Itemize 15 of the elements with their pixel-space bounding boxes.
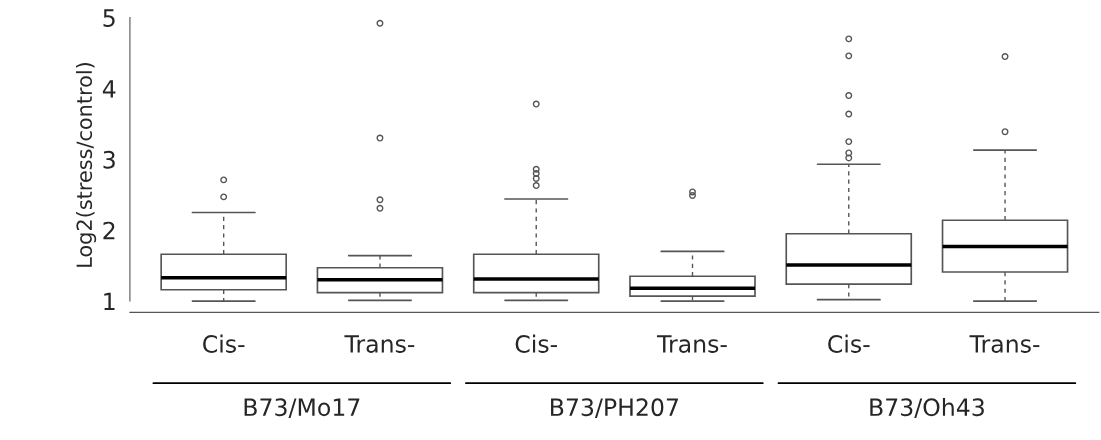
text: B73/PH207 (551, 398, 678, 419)
text: B73/Oh43 (870, 397, 984, 419)
y-axis-title: Log2(stress/control) (75, 62, 97, 267)
x-tick-label: Trans- (344, 335, 415, 353)
x-tick-label: Cis- (828, 334, 870, 353)
x-tick-label: Cis- (203, 334, 245, 353)
y-tick-label: 4 (102, 80, 116, 98)
y-tick-label: 2 (103, 221, 115, 240)
y-tick-label: 5 (103, 9, 115, 27)
x-tick-label: Trans- (969, 335, 1040, 353)
y-tick-label: 1 (104, 292, 115, 311)
x-tick-label: Trans- (656, 335, 727, 353)
y-tick-label: 3 (103, 150, 115, 169)
x-tick-label: Cis- (515, 334, 557, 353)
text: B73/Mo17 (244, 398, 360, 419)
